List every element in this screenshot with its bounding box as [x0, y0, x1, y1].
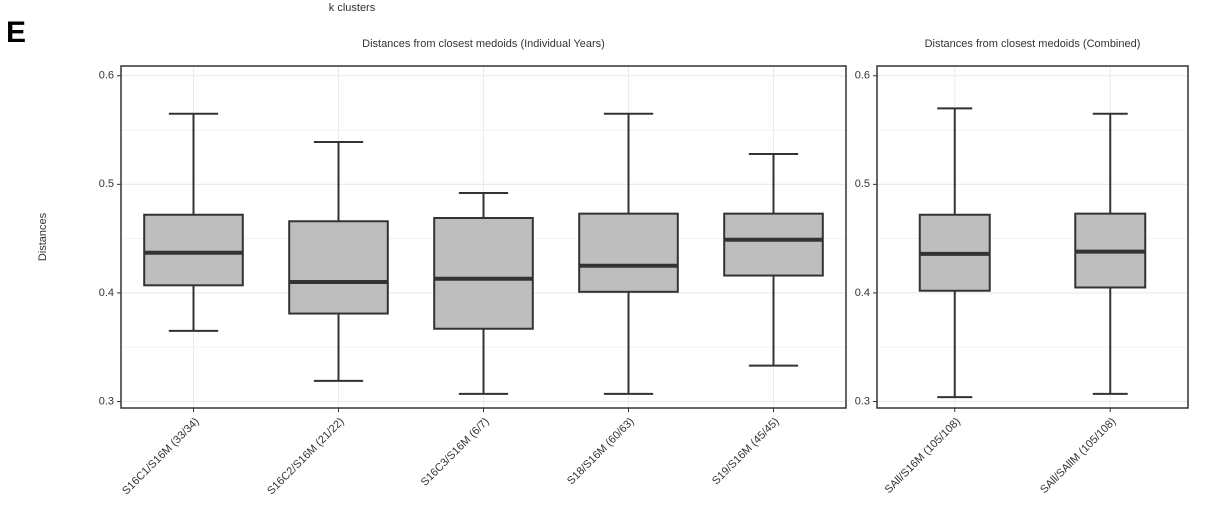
x-tick-label: SAll/SAllM (105/108)	[1038, 416, 1118, 496]
y-tick-label: 0.3	[99, 395, 114, 407]
box	[143, 213, 244, 287]
x-tick-label: S16C1/S16M (33/34)	[120, 416, 202, 498]
x-tick-label: S16C2/S16M (21/22)	[265, 416, 347, 498]
x-tick-label: S18/S16M (60/63)	[565, 416, 637, 488]
y-tick-label: 0.4	[855, 287, 870, 299]
x-tick-label: S16C3/S16M (6/7)	[419, 416, 492, 489]
chart-title: Distances from closest medoids (Combined…	[925, 38, 1141, 50]
x-tick-label: SAll/S16M (105/108)	[883, 416, 963, 496]
y-tick-label: 0.6	[99, 70, 114, 82]
plot-border	[120, 65, 847, 409]
y-axis-label: Distances	[37, 212, 49, 261]
box	[578, 212, 679, 293]
y-tick-label: 0.4	[99, 287, 114, 299]
panel-label: E	[6, 16, 26, 49]
y-tick-label: 0.6	[855, 70, 870, 82]
plot-border	[876, 65, 1189, 409]
y-tick-label: 0.5	[99, 178, 114, 190]
box	[723, 212, 824, 277]
box	[433, 217, 534, 330]
chart-title: Distances from closest medoids (Individu…	[362, 38, 605, 50]
cropped-text: k clusters	[329, 2, 376, 14]
y-tick-label: 0.5	[855, 178, 870, 190]
y-tick-label: 0.3	[855, 395, 870, 407]
x-tick-label: S19/S16M (45/45)	[710, 416, 782, 488]
box	[288, 220, 389, 315]
